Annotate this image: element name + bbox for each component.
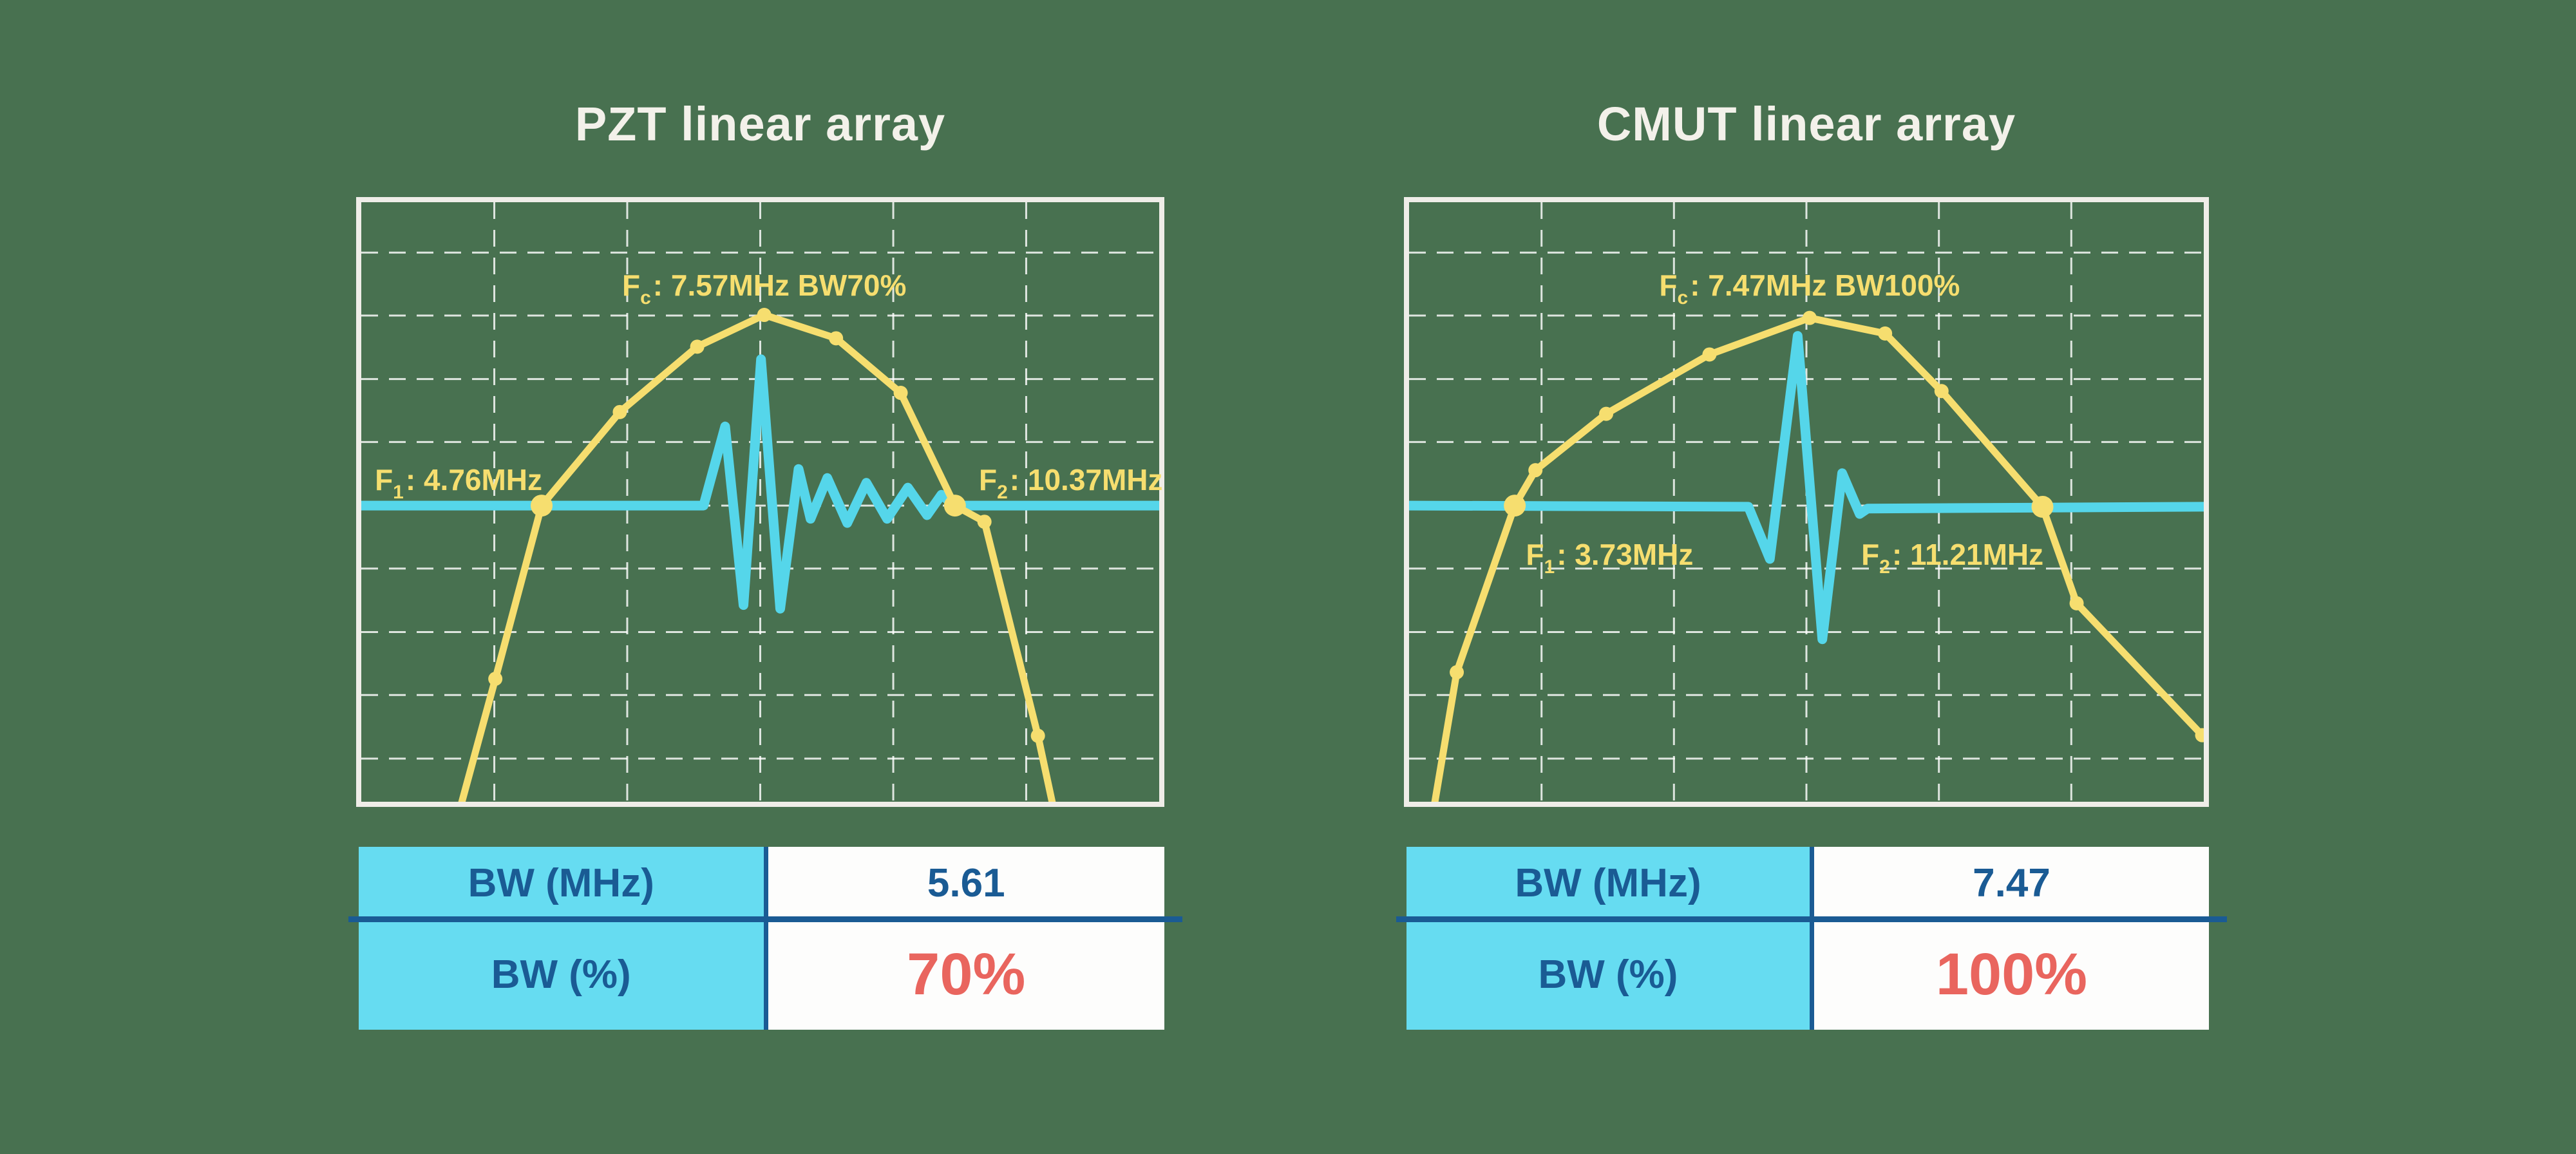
f2-annotation: F2: 10.37MHz: [978, 462, 1163, 502]
page-title: PZT linear array: [574, 97, 946, 151]
table-row-divider: [1396, 916, 2227, 922]
spectrum-plot: Fc: 7.57MHz BW70% F1: 4.76MHz F2: 10.37M…: [356, 197, 1164, 807]
f1-annotation: F1: 4.76MHz: [375, 462, 543, 502]
f2-label-sub: 2: [1879, 556, 1890, 578]
f1-label-base: F: [1526, 538, 1544, 572]
bw-pct-value: 70%: [768, 919, 1164, 1030]
f1-label-sub: 1: [1544, 556, 1555, 578]
fc-annotation: Fc: 7.57MHz BW70%: [621, 269, 907, 308]
table-row: BW (MHz) 5.61: [359, 847, 1164, 919]
fc-annotation: Fc: 7.47MHz BW100%: [1659, 269, 1960, 308]
fc-label-value: : 7.57MHz BW70%: [652, 269, 907, 303]
f1-label-sub: 1: [393, 481, 404, 503]
bw-pct-label: BW (%): [359, 919, 768, 1030]
fc-label-sub: c: [640, 287, 651, 309]
fc-label-sub: c: [1677, 287, 1689, 309]
fc-label-base: F: [621, 269, 641, 303]
spectrum-plot-svg: [1409, 202, 2204, 802]
table-row: BW (%) 70%: [359, 919, 1164, 1030]
table-row: BW (%) 100%: [1406, 919, 2209, 1030]
table-row: BW (MHz) 7.47: [1406, 847, 2209, 919]
bw-pct-value: 100%: [1814, 919, 2209, 1030]
f1-annotation: F1: 3.73MHz: [1526, 538, 1694, 577]
bw-table: BW (MHz) 5.61 BW (%) 70%: [348, 847, 1182, 1030]
f2-label-base: F: [1861, 538, 1880, 572]
bw-mhz-label: BW (MHz): [359, 847, 768, 919]
f2-label-value: : 11.21MHz: [1891, 538, 2044, 572]
panel-cmut: CMUT linear array Fc: 7.47MHz BW100% F1:…: [1396, 0, 2227, 1154]
fc-label-base: F: [1659, 269, 1678, 303]
f1-label-base: F: [375, 462, 393, 497]
page-title: CMUT linear array: [1596, 97, 2016, 151]
f1-label-value: : 4.76MHz: [405, 462, 543, 497]
f1-label-value: : 3.73MHz: [1557, 538, 1694, 572]
spectrum-plot-svg: [361, 202, 1159, 802]
table-row-divider: [348, 916, 1182, 922]
f2-annotation: F2: 11.21MHz: [1861, 538, 2044, 577]
f2-label-base: F: [978, 462, 998, 497]
panel-pzt: PZT linear array Fc: 7.57MHz BW70% F1: 4…: [348, 0, 1182, 1154]
fc-label-value: : 7.47MHz BW100%: [1690, 269, 1960, 303]
bw-table: BW (MHz) 7.47 BW (%) 100%: [1396, 847, 2227, 1030]
f2-label-sub: 2: [997, 481, 1008, 503]
bw-mhz-label: BW (MHz): [1406, 847, 1814, 919]
f2-label-value: : 10.37MHz: [1009, 462, 1163, 497]
spectrum-plot: Fc: 7.47MHz BW100% F1: 3.73MHz F2: 11.21…: [1404, 197, 2209, 807]
bw-mhz-value: 5.61: [768, 847, 1164, 919]
bw-pct-label: BW (%): [1406, 919, 1814, 1030]
bw-mhz-value: 7.47: [1814, 847, 2209, 919]
